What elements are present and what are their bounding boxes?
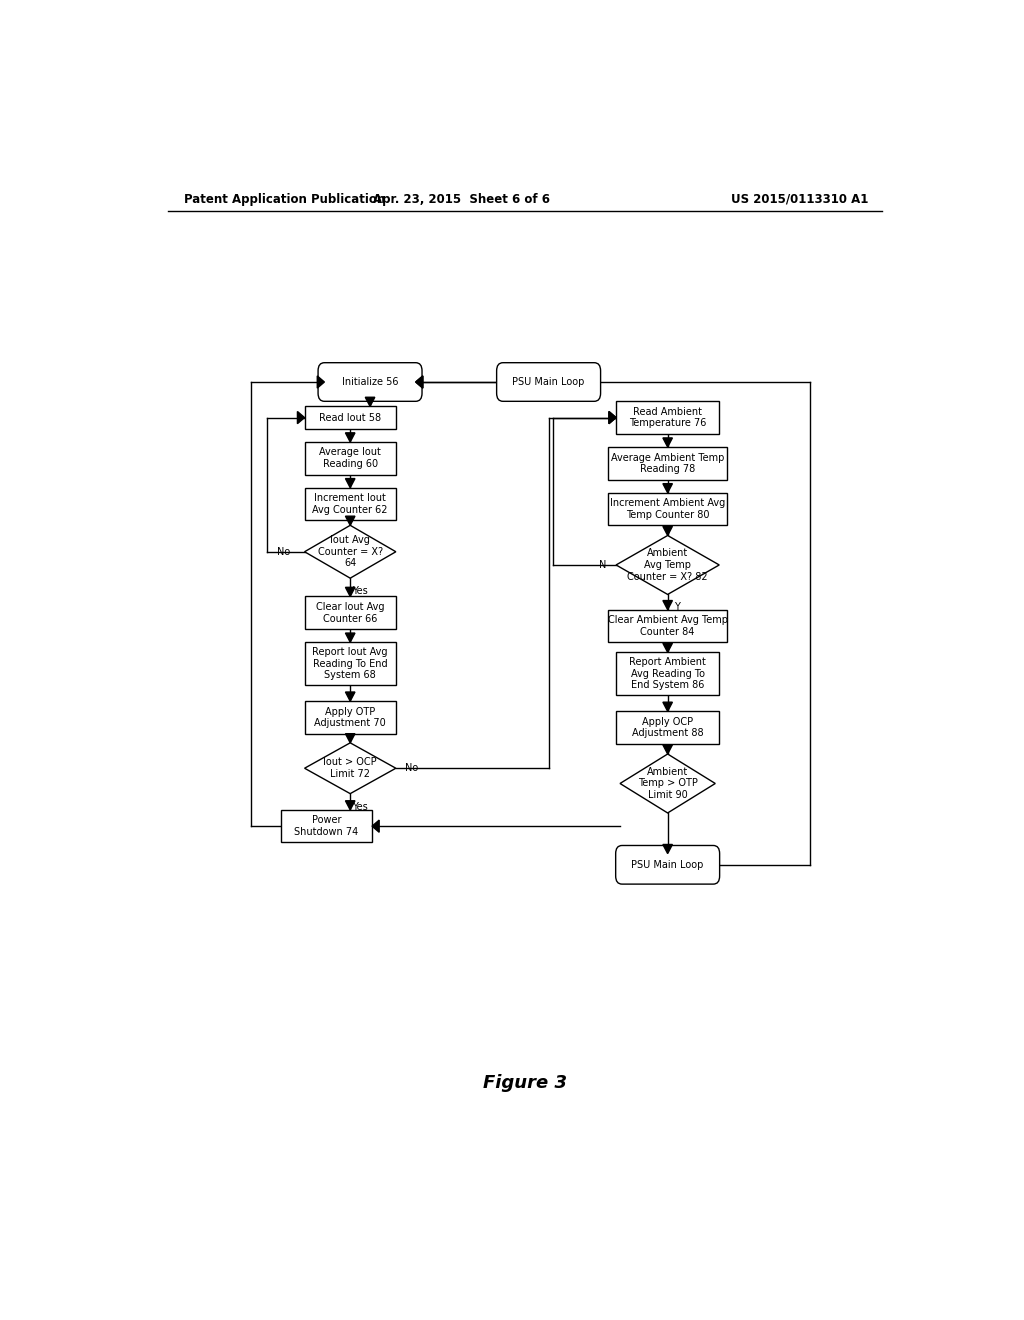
Polygon shape — [345, 433, 355, 442]
FancyBboxPatch shape — [615, 846, 720, 884]
FancyBboxPatch shape — [608, 610, 727, 643]
Text: Iout Avg
Counter = X?
64: Iout Avg Counter = X? 64 — [317, 535, 383, 569]
Polygon shape — [663, 527, 673, 536]
FancyBboxPatch shape — [616, 711, 719, 744]
Polygon shape — [609, 412, 616, 424]
Polygon shape — [621, 754, 715, 813]
Text: Apply OCP
Adjustment 88: Apply OCP Adjustment 88 — [632, 717, 703, 738]
Text: Apr. 23, 2015  Sheet 6 of 6: Apr. 23, 2015 Sheet 6 of 6 — [373, 193, 550, 206]
Polygon shape — [663, 744, 673, 754]
Polygon shape — [345, 801, 355, 810]
Text: Report Iout Avg
Reading To End
System 68: Report Iout Avg Reading To End System 68 — [312, 647, 388, 680]
Polygon shape — [345, 692, 355, 701]
FancyBboxPatch shape — [304, 701, 396, 734]
Text: Average Iout
Reading 60: Average Iout Reading 60 — [319, 447, 381, 469]
Polygon shape — [345, 516, 355, 525]
Polygon shape — [663, 702, 673, 711]
Text: Apply OTP
Adjustment 70: Apply OTP Adjustment 70 — [314, 706, 386, 729]
Polygon shape — [345, 734, 355, 743]
Text: Iout > OCP
Limit 72: Iout > OCP Limit 72 — [324, 758, 377, 779]
Text: Ambient
Avg Temp
Counter = X? 82: Ambient Avg Temp Counter = X? 82 — [628, 548, 708, 582]
Polygon shape — [297, 412, 304, 424]
FancyBboxPatch shape — [616, 652, 719, 696]
Text: Ambient
Temp > OTP
Limit 90: Ambient Temp > OTP Limit 90 — [638, 767, 697, 800]
Text: Clear Iout Avg
Counter 66: Clear Iout Avg Counter 66 — [316, 602, 384, 623]
FancyBboxPatch shape — [304, 487, 396, 520]
Polygon shape — [345, 634, 355, 643]
Text: Yes: Yes — [352, 586, 368, 597]
Text: Y: Y — [674, 602, 680, 611]
Text: PSU Main Loop: PSU Main Loop — [632, 859, 703, 870]
Text: Read Iout 58: Read Iout 58 — [319, 413, 381, 422]
FancyBboxPatch shape — [304, 442, 396, 474]
FancyBboxPatch shape — [608, 492, 727, 525]
FancyBboxPatch shape — [608, 447, 727, 479]
FancyBboxPatch shape — [304, 597, 396, 630]
Polygon shape — [345, 587, 355, 597]
Text: Report Ambient
Avg Reading To
End System 86: Report Ambient Avg Reading To End System… — [629, 657, 707, 690]
Text: Power
Shutdown 74: Power Shutdown 74 — [294, 816, 358, 837]
Text: Increment Iout
Avg Counter 62: Increment Iout Avg Counter 62 — [312, 494, 388, 515]
FancyBboxPatch shape — [281, 810, 372, 842]
Text: PSU Main Loop: PSU Main Loop — [512, 378, 585, 387]
Text: Increment Ambient Avg
Temp Counter 80: Increment Ambient Avg Temp Counter 80 — [610, 498, 725, 520]
Polygon shape — [609, 412, 616, 424]
FancyBboxPatch shape — [497, 363, 601, 401]
Polygon shape — [663, 601, 673, 610]
Polygon shape — [663, 483, 673, 492]
Polygon shape — [416, 376, 423, 388]
Text: Yes: Yes — [352, 801, 368, 812]
Text: No: No — [278, 546, 290, 557]
Polygon shape — [304, 525, 396, 578]
Text: N: N — [599, 560, 606, 570]
Polygon shape — [372, 820, 379, 833]
FancyBboxPatch shape — [304, 643, 396, 685]
Text: Patent Application Publication: Patent Application Publication — [183, 193, 385, 206]
Text: Clear Ambient Avg Temp
Counter 84: Clear Ambient Avg Temp Counter 84 — [607, 615, 728, 636]
Polygon shape — [304, 743, 396, 793]
Polygon shape — [663, 845, 673, 854]
Text: Figure 3: Figure 3 — [482, 1074, 567, 1093]
FancyBboxPatch shape — [318, 363, 422, 401]
Text: Average Ambient Temp
Reading 78: Average Ambient Temp Reading 78 — [611, 453, 724, 474]
Text: Read Ambient
Temperature 76: Read Ambient Temperature 76 — [629, 407, 707, 429]
Polygon shape — [345, 479, 355, 487]
FancyBboxPatch shape — [304, 407, 396, 429]
Text: US 2015/0113310 A1: US 2015/0113310 A1 — [731, 193, 868, 206]
Text: No: No — [406, 763, 419, 774]
Text: Initialize 56: Initialize 56 — [342, 378, 398, 387]
FancyBboxPatch shape — [616, 401, 719, 434]
Polygon shape — [663, 438, 673, 447]
Polygon shape — [366, 397, 375, 407]
Polygon shape — [616, 536, 719, 594]
Polygon shape — [663, 643, 673, 652]
Polygon shape — [416, 376, 423, 388]
Polygon shape — [317, 376, 325, 388]
